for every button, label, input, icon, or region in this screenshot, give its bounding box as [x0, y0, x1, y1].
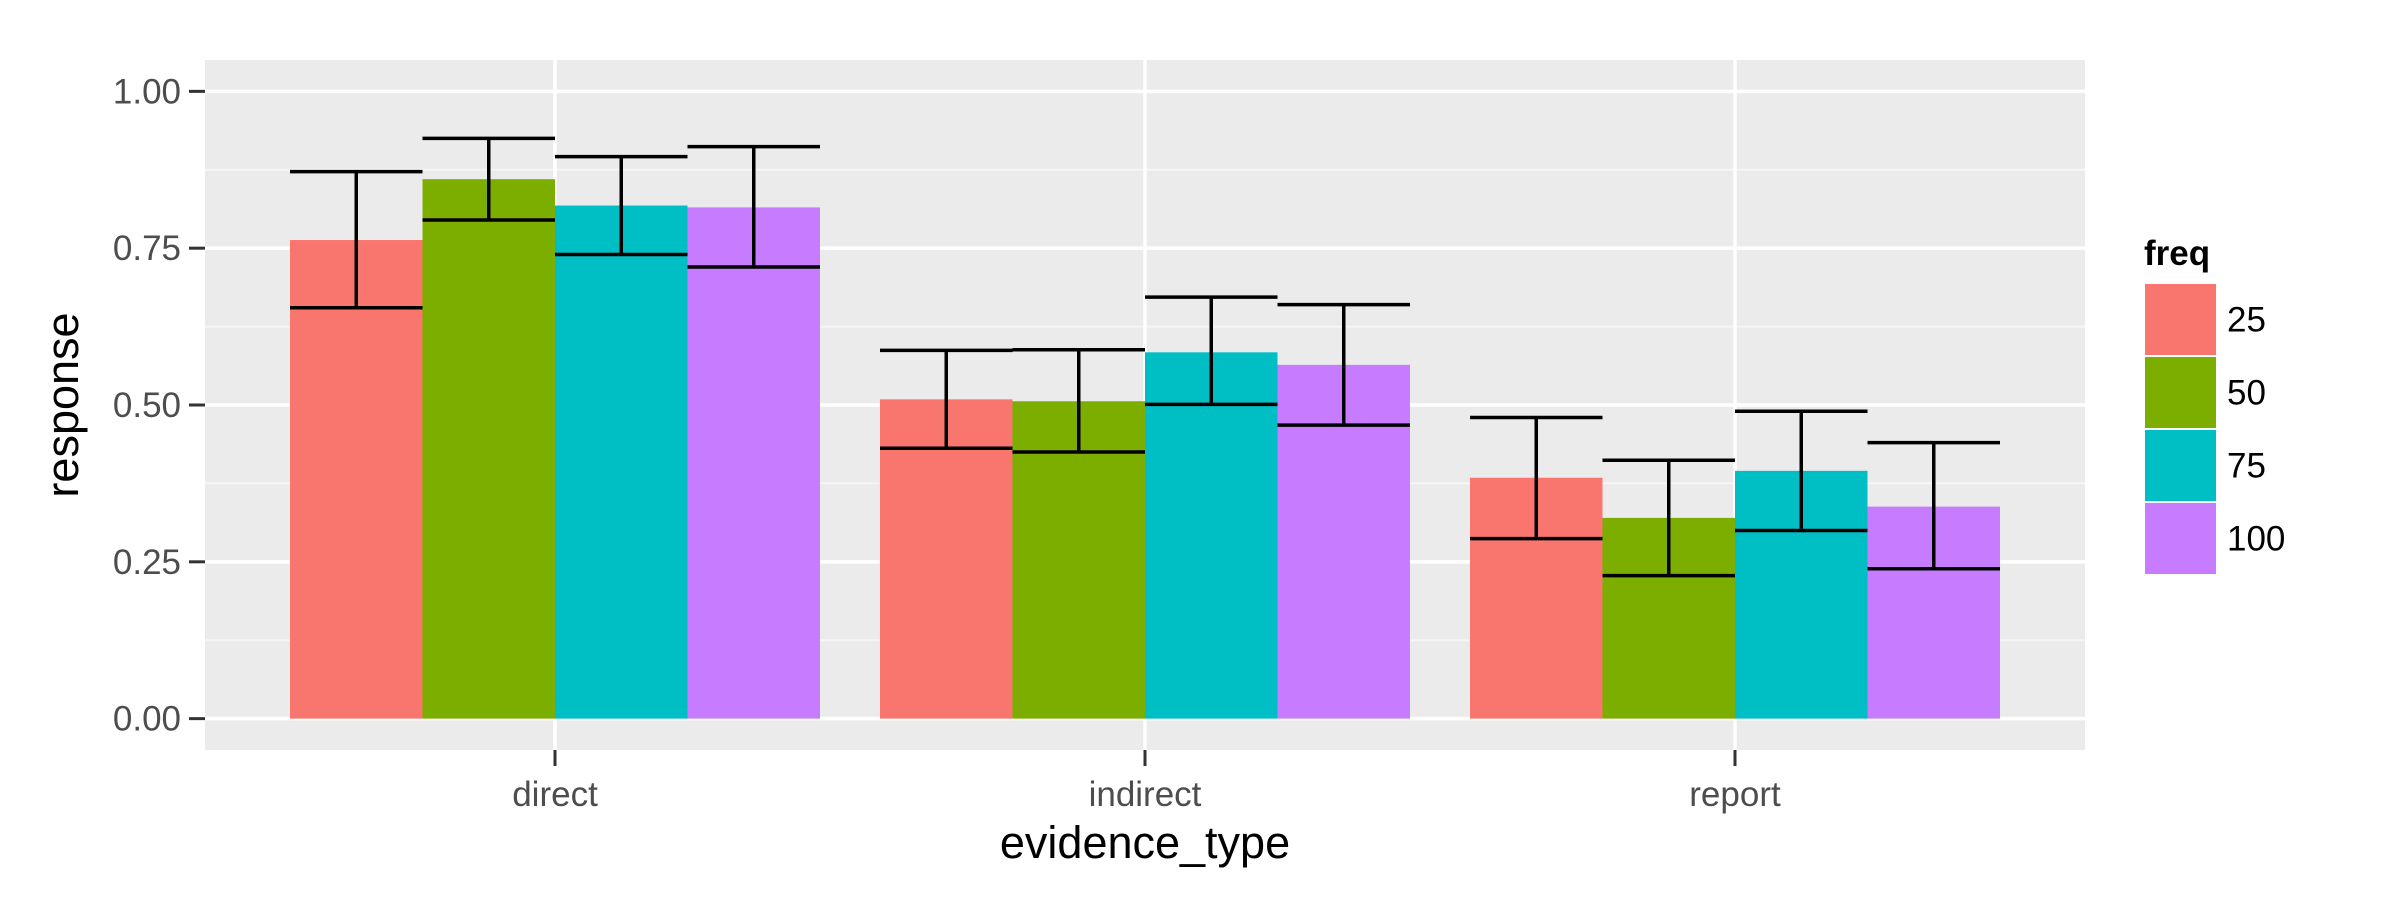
legend: freq 25 50 75 100 [2143, 234, 2285, 576]
legend-key [2145, 284, 2216, 355]
error-bar [1867, 440, 2000, 571]
bar [1145, 352, 1278, 719]
legend-title: freq [2144, 234, 2210, 273]
x-axis-title: evidence_type [1000, 817, 1290, 868]
error-bars [290, 136, 2000, 578]
error-bar [1470, 415, 1603, 541]
bars [290, 179, 2000, 719]
x-axis: direct indirect report [512, 750, 1781, 814]
x-tick-label: direct [512, 775, 598, 814]
legend-key [2145, 357, 2216, 428]
legend-label: 25 [2227, 301, 2266, 340]
error-bar [1602, 458, 1735, 578]
error-bar [555, 154, 688, 257]
bar [687, 207, 820, 719]
legend-label: 100 [2227, 520, 2285, 559]
y-tick-label: 1.00 [113, 72, 181, 111]
legend-label: 75 [2227, 447, 2266, 486]
y-tick-label: 0.75 [113, 229, 181, 268]
bar [555, 205, 688, 719]
y-axis: 0.00 0.25 0.50 0.75 1.00 [113, 72, 205, 739]
bar [290, 240, 423, 719]
error-bar [687, 144, 820, 269]
legend-key [2145, 430, 2216, 501]
error-bar [880, 348, 1013, 451]
error-bar [290, 169, 423, 310]
y-tick-label: 0.50 [113, 386, 181, 425]
legend-label: 50 [2227, 374, 2266, 413]
bar [422, 179, 555, 719]
y-tick-label: 0.00 [113, 700, 181, 739]
y-tick-label: 0.25 [113, 543, 181, 582]
error-bar [1277, 302, 1410, 427]
x-tick-label: indirect [1089, 775, 1202, 814]
error-bar [422, 136, 555, 222]
y-axis-title: response [37, 312, 88, 497]
x-tick-label: report [1689, 775, 1781, 814]
error-bar [1145, 295, 1278, 407]
error-bar [1735, 409, 1868, 533]
bar [880, 399, 1013, 719]
legend-key [2145, 503, 2216, 574]
bar [1012, 401, 1145, 719]
error-bar [1012, 348, 1145, 454]
